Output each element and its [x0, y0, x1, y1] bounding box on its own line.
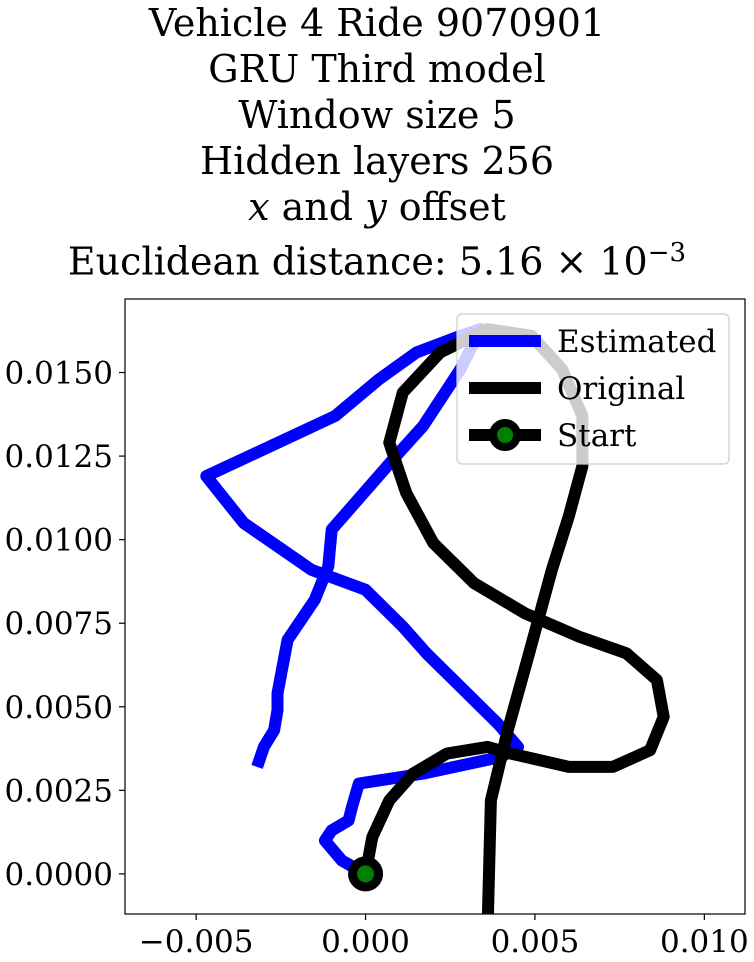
title-line-4: Hidden layers 256 [199, 139, 555, 183]
series-line-estimated [200, 323, 524, 880]
legend: Estimated Original Start [456, 313, 730, 465]
title-line-2: GRU Third model [208, 47, 546, 91]
x-tick-label: 0.005 [491, 924, 580, 960]
series-line-original [359, 323, 670, 914]
y-tick-label: 0.0125 [5, 439, 113, 475]
axes-frame [124, 298, 746, 915]
y-tick-label: 0.0100 [5, 523, 113, 559]
legend-label-original: Original [557, 371, 685, 407]
x-tick-label: 0.000 [321, 924, 410, 960]
x-tick-label: 0.010 [660, 924, 749, 960]
y-tick-label: 0.0000 [5, 857, 113, 893]
title-line-6: Euclidean distance: 5.16 × 10−3 [67, 238, 687, 284]
title-line-5: x and y offset [248, 185, 506, 229]
y-tick-label: 0.0050 [5, 690, 113, 726]
y-tick-label: 0.0075 [5, 606, 113, 642]
legend-label-estimated: Estimated [557, 324, 716, 360]
start-marker [348, 856, 384, 892]
x-tick-label: −0.005 [139, 924, 254, 960]
y-axis: 0.0000 0.0025 0.0050 0.0075 0.0100 0.0125 0.01… [5, 356, 125, 893]
legend-box [456, 313, 730, 465]
legend-start-marker [489, 419, 521, 451]
legend-label-start: Start [557, 418, 637, 454]
chart-title: Vehicle 4 Ride 9070901 GRU Third model W… [0, 0, 754, 285]
y-tick-label: 0.0150 [5, 356, 113, 392]
x-axis: −0.005 0.000 0.005 0.010 [139, 914, 749, 960]
y-tick-label: 0.0025 [5, 773, 113, 809]
title-line-3: Window size 5 [238, 93, 516, 137]
title-line-1: Vehicle 4 Ride 9070901 [148, 1, 606, 45]
